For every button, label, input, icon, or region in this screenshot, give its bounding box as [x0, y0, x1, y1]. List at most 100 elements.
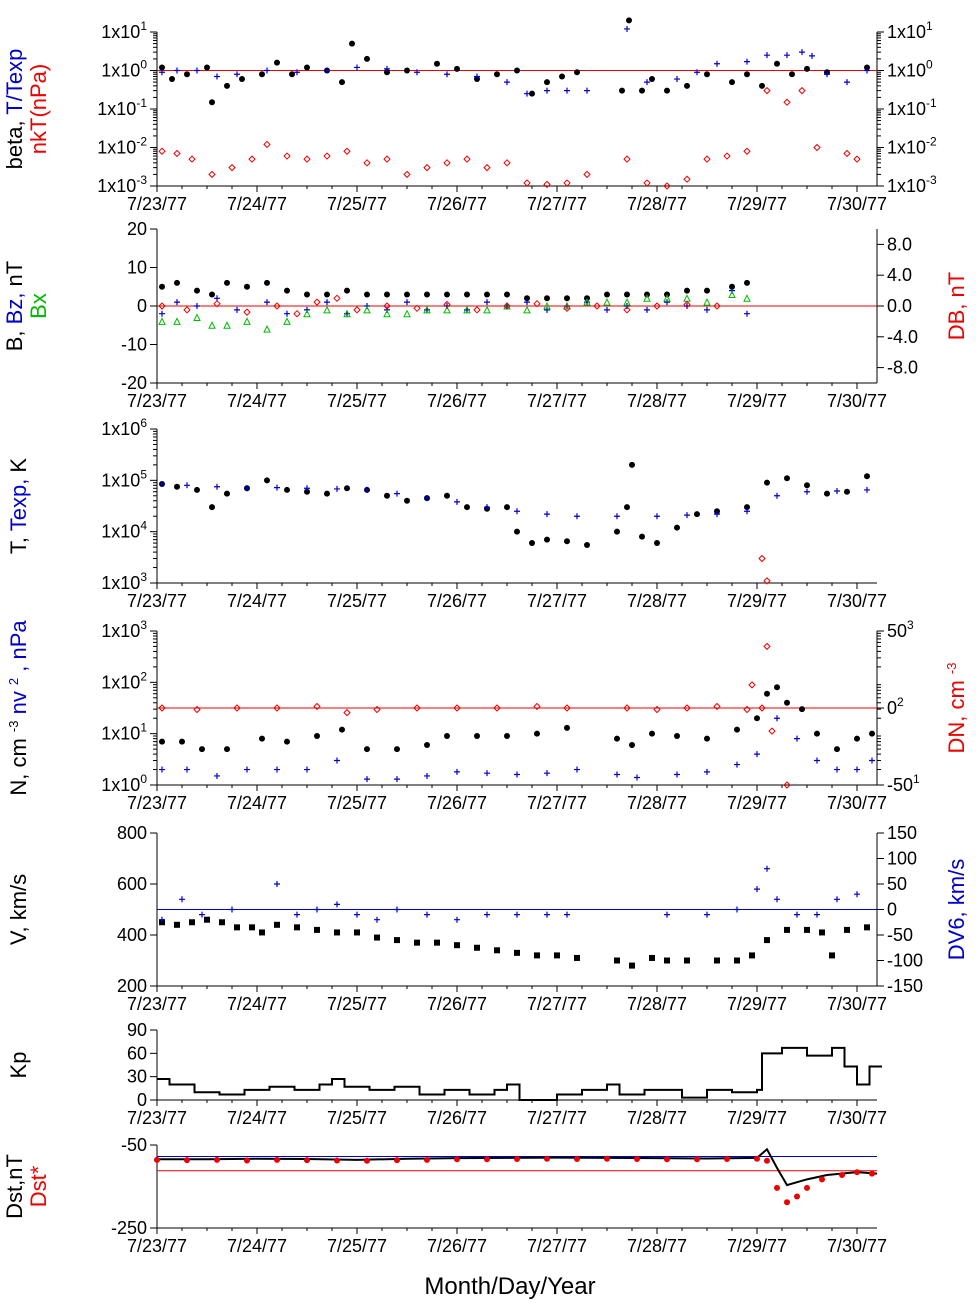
y-tick-label: 1x102	[101, 669, 147, 692]
data-point	[454, 916, 460, 923]
data-point	[544, 911, 550, 918]
data-point	[339, 726, 345, 733]
data-point	[869, 730, 875, 737]
data-point	[424, 911, 430, 918]
data-point	[768, 727, 776, 735]
data-point	[284, 287, 290, 294]
data-point	[424, 742, 430, 749]
data-point	[314, 906, 320, 913]
y-tick-label: 0	[137, 296, 147, 316]
data-point	[443, 305, 451, 314]
y2-tick-label: -50	[887, 925, 913, 945]
x-tick-label: 7/23/77	[127, 391, 187, 411]
data-point	[713, 702, 721, 711]
data-point	[283, 152, 291, 160]
data-point	[804, 65, 810, 72]
data-point	[444, 492, 450, 499]
data-point	[759, 82, 765, 89]
data-point	[334, 757, 340, 764]
data-point	[563, 704, 571, 712]
y-tick-label: 60	[127, 1043, 147, 1063]
data-point	[764, 937, 770, 944]
data-point	[529, 540, 535, 547]
series-DT	[758, 554, 771, 585]
label-part: B,	[2, 324, 27, 351]
x-tick-label: 7/27/77	[527, 994, 587, 1014]
data-point	[213, 299, 221, 308]
data-point	[194, 67, 200, 74]
data-point	[774, 684, 780, 691]
data-point	[424, 291, 430, 298]
data-point	[374, 916, 380, 923]
data-point	[444, 71, 450, 78]
data-point	[563, 179, 571, 187]
data-point	[484, 1156, 490, 1163]
data-point	[684, 957, 690, 964]
data-point	[834, 896, 840, 903]
series-T/Texp	[159, 25, 870, 97]
panel-bfield: 20 10 0 -10 -20 8.0 4.0 0.0 -4.0 -8.0 7/23/77 7/24/…	[2, 219, 969, 411]
data-point	[574, 1156, 580, 1163]
x-tick-label: 7/28/77	[627, 994, 687, 1014]
data-point	[173, 149, 181, 158]
series-N	[159, 684, 875, 753]
data-point	[819, 929, 825, 936]
data-point	[484, 299, 490, 306]
data-point	[819, 1176, 825, 1183]
x-tick-label: 7/30/77	[827, 194, 887, 214]
x-tick-label: 7/24/77	[227, 391, 287, 411]
x-tick-label: 7/27/77	[527, 1236, 587, 1256]
data-point	[394, 906, 400, 913]
data-point	[774, 60, 780, 67]
data-point	[194, 287, 200, 294]
data-point	[604, 291, 610, 298]
series-line-Dst	[157, 1147, 878, 1187]
y-tick-label: 1x104	[101, 519, 147, 542]
data-point	[208, 170, 216, 179]
data-point	[664, 299, 670, 306]
data-point	[744, 310, 750, 317]
data-point	[334, 901, 340, 908]
y2-tick-label: 1x101	[887, 19, 933, 42]
y-tick-exponent: 4	[140, 519, 147, 533]
x-tick-label: 7/29/77	[727, 391, 787, 411]
data-point	[704, 287, 710, 294]
data-point	[343, 708, 351, 717]
data-point	[514, 911, 520, 918]
y2-tick-label: -501	[887, 772, 920, 795]
data-point	[544, 511, 550, 518]
data-point	[604, 1155, 610, 1162]
x-tick-label: 7/25/77	[327, 194, 387, 214]
y2-tick-label: 150	[887, 823, 917, 843]
data-point	[169, 76, 175, 83]
data-point	[763, 577, 771, 585]
data-point	[259, 71, 265, 78]
series-Bx	[158, 290, 751, 333]
y-tick-exponent: -1	[136, 96, 147, 110]
y-tick-label: 200	[117, 976, 147, 996]
data-point	[754, 886, 760, 893]
data-point	[259, 929, 265, 936]
data-point	[174, 299, 180, 306]
series-line-kp	[157, 1046, 882, 1101]
y-tick-exponent: 1	[140, 19, 147, 33]
panel-kp: 90 60 30 07/23/77 7/24/77 7/25/77 7/26/77 7/27/…	[6, 1020, 887, 1128]
data-point	[683, 300, 691, 309]
label-part: V, km/s	[6, 874, 31, 945]
label-sup: -3	[944, 662, 959, 674]
data-point	[484, 770, 490, 777]
data-point	[814, 911, 820, 918]
y-axis-label: Dst,nT	[2, 1154, 27, 1219]
y2-tick-label: 0	[887, 900, 897, 920]
data-point	[704, 306, 710, 313]
data-point	[184, 482, 190, 489]
data-point	[294, 69, 300, 76]
data-point	[364, 776, 370, 783]
data-point	[493, 704, 501, 712]
data-point	[544, 306, 550, 313]
x-tick-label: 7/29/77	[727, 591, 787, 611]
data-point	[744, 279, 750, 286]
data-point	[434, 60, 440, 67]
data-point	[814, 730, 820, 737]
